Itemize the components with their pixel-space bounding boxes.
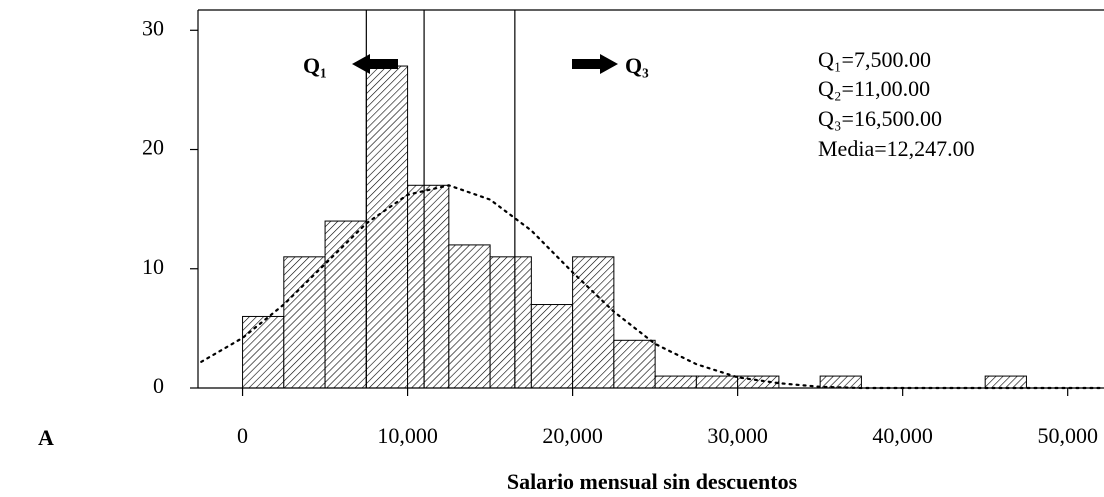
panel-label: A: [38, 425, 54, 450]
bar: [695, 375, 739, 389]
bar: [324, 220, 367, 389]
normal-curve: [200, 184, 1102, 390]
x-tick-label: 20,000: [542, 423, 603, 448]
bar: [613, 339, 656, 389]
annotation: Media=12,247.00: [818, 136, 975, 161]
arrow-label: Q₃: [625, 53, 649, 78]
arrow-label: Q₁: [303, 53, 327, 78]
x-tick-label: 30,000: [707, 423, 768, 448]
annotation: Q₂=11,00.00: [818, 76, 930, 101]
y-tick-label: 0: [153, 373, 164, 398]
y-tick-label: 30: [142, 15, 164, 40]
bars: [242, 65, 1027, 389]
bar: [283, 256, 326, 389]
bar: [530, 304, 574, 389]
x-tick-label: 0: [237, 423, 248, 448]
bar: [365, 65, 409, 389]
bar: [407, 184, 450, 389]
bar: [654, 375, 697, 389]
y-tick-label: 20: [142, 135, 164, 160]
annotation: Q₁=7,500.00: [818, 47, 931, 72]
y-tick-label: 10: [142, 254, 164, 279]
x-tick-label: 10,000: [377, 423, 438, 448]
bar: [242, 315, 285, 389]
x-axis-title: Salario mensual sin descuentos: [507, 469, 798, 494]
arrow-right: [572, 54, 618, 74]
bar: [984, 375, 1027, 389]
bar: [448, 244, 491, 389]
bar: [572, 256, 615, 389]
annotation: Q₃=16,500.00: [818, 106, 942, 131]
arrow-left: [352, 54, 398, 74]
bar: [489, 256, 532, 389]
x-tick-label: 50,000: [1037, 423, 1098, 448]
x-tick-label: 40,000: [872, 423, 933, 448]
